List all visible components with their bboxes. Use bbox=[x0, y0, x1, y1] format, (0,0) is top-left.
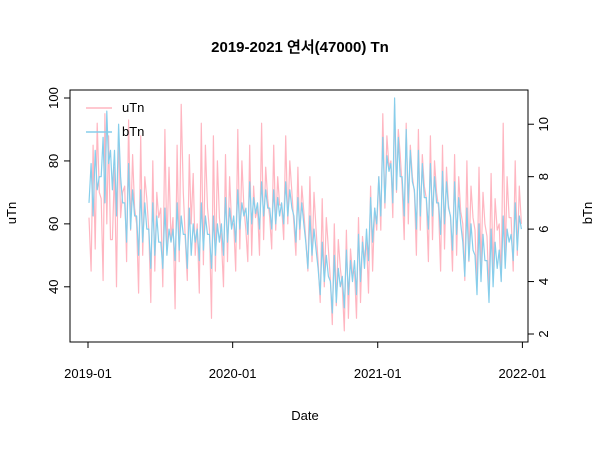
x-tick-label: 2020-01 bbox=[209, 366, 257, 381]
y-right-tick-label: 8 bbox=[536, 173, 551, 180]
legend-label-utn: uTn bbox=[122, 100, 144, 115]
x-tick-label: 2019-01 bbox=[64, 366, 112, 381]
y-right-tick-label: 4 bbox=[536, 278, 551, 285]
y-left-tick-label: 80 bbox=[46, 154, 61, 168]
x-tick-label: 2021-01 bbox=[354, 366, 402, 381]
x-axis: 2019-01 2020-01 2021-01 2022-01 bbox=[64, 341, 547, 381]
y-axis-left: 40 60 80 100 bbox=[46, 87, 71, 294]
y-left-tick-label: 40 bbox=[46, 280, 61, 294]
x-axis-label: Date bbox=[291, 408, 318, 423]
y-axis-left-label: uTn bbox=[4, 202, 19, 224]
chart-title: 2019-2021 연서(47000) Tn bbox=[211, 39, 389, 56]
y-right-tick-label: 2 bbox=[536, 330, 551, 337]
legend: uTn bTn bbox=[86, 100, 144, 139]
legend-label-btn: bTn bbox=[122, 124, 144, 139]
y-left-tick-label: 100 bbox=[46, 87, 61, 109]
y-left-tick-label: 60 bbox=[46, 217, 61, 231]
y-axis-right-label: bTn bbox=[580, 202, 595, 224]
x-tick-label: 2022-01 bbox=[499, 366, 547, 381]
plot-series-layer bbox=[88, 97, 522, 332]
y-axis-right: 2 4 6 8 10 bbox=[527, 117, 551, 338]
y-right-tick-label: 10 bbox=[536, 117, 551, 131]
y-right-tick-label: 6 bbox=[536, 225, 551, 232]
series-line-btn bbox=[88, 97, 522, 314]
